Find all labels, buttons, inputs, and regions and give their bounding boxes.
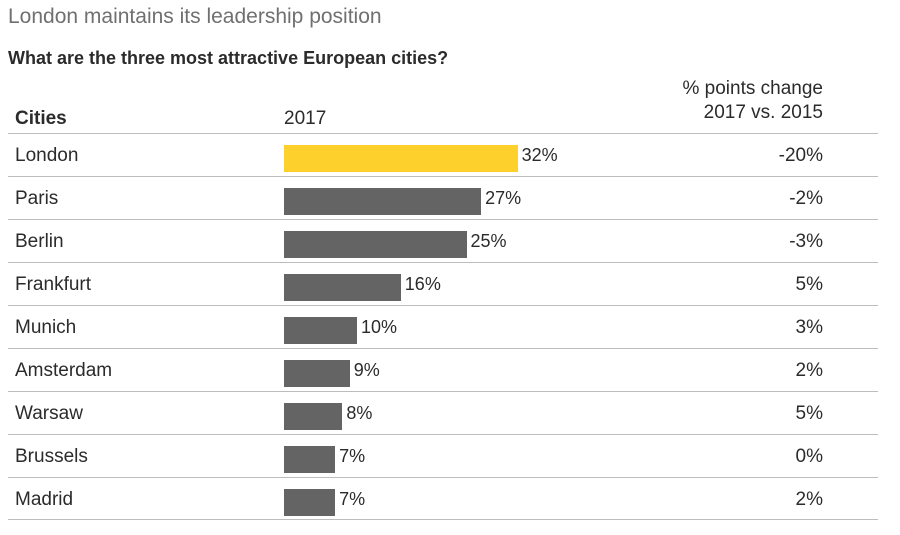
change-label: 2% [795,360,823,381]
change-label: -3% [789,231,823,252]
column-header-cities: Cities [15,108,67,129]
table-row: London 32% -20% [8,133,878,176]
bar-amsterdam [284,360,350,387]
city-label: Madrid [15,489,74,510]
value-label: 16% [404,274,441,294]
bar-london [284,145,518,172]
chart-title: London maintains its leadership position [8,5,382,28]
column-header-change-line1: % points change [682,78,824,99]
value-label: 7% [339,489,366,509]
change-label: -20% [778,145,823,166]
column-header-year: 2017 [284,108,327,129]
city-label: Amsterdam [15,360,113,381]
table-row: Amsterdam 9% 2% [8,348,878,391]
bar-munich [284,317,357,344]
table-row: Paris 27% -2% [8,176,878,219]
bar-paris [284,188,482,215]
table-row: Warsaw 8% 5% [8,391,878,434]
value-label: 9% [353,360,380,380]
change-label: 5% [795,274,823,295]
value-label: 7% [339,446,366,466]
table-row: Munich 10% 3% [8,305,878,348]
value-label: 10% [361,317,398,337]
value-label: 8% [346,403,373,423]
change-label: -2% [789,188,823,209]
chart-table: London 32% -20% Paris 27% -2% Berlin 25% -3% Fran… [8,133,878,520]
city-label: Brussels [15,446,88,467]
table-row: Brussels 7% 0% [8,434,878,477]
table-row: Madrid 7% 2% [8,477,878,520]
change-label: 0% [795,446,823,467]
value-label: 25% [470,231,507,251]
table-row: Frankfurt 16% 5% [8,262,878,305]
chart-subtitle: What are the three most attractive Europ… [8,48,449,68]
value-label: 32% [521,145,558,165]
city-label: Frankfurt [15,274,92,295]
table-row: Berlin 25% -3% [8,219,878,262]
change-label: 2% [795,489,823,510]
bar-brussels [284,446,336,473]
column-header-change-line2: 2017 vs. 2015 [703,102,823,123]
city-label: Berlin [15,231,64,252]
bar-madrid [284,489,336,516]
city-label: London [15,145,79,166]
change-label: 3% [795,317,823,338]
change-label: 5% [795,403,823,424]
city-label: Warsaw [15,403,83,424]
bar-warsaw [284,403,343,430]
city-label: Paris [15,188,59,209]
bar-berlin [284,231,467,258]
city-label: Munich [15,317,77,338]
column-header-change: % points change 2017 vs. 2015 [683,77,824,125]
bar-frankfurt [284,274,401,301]
value-label: 27% [485,188,522,208]
